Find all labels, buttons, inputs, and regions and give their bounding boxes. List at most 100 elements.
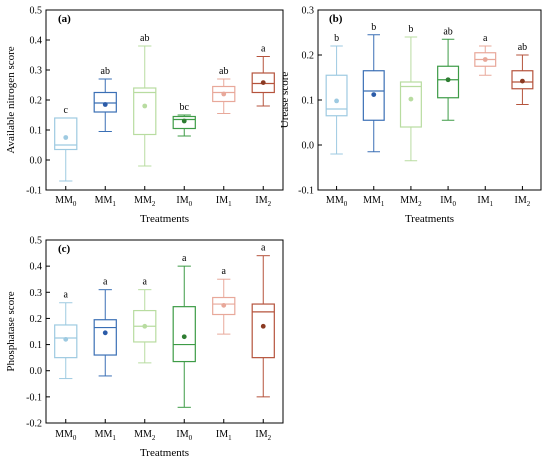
significance-letter: ab bbox=[140, 33, 149, 44]
panel-label: (c) bbox=[58, 243, 71, 255]
box-mm2: a bbox=[133, 277, 157, 364]
x-tick-label: MM2 bbox=[134, 195, 156, 208]
box-mm0: c bbox=[54, 105, 78, 182]
x-tick-label: MM0 bbox=[326, 195, 348, 208]
x-axis-title: Treatments bbox=[405, 213, 454, 225]
x-tick-label: IM0 bbox=[440, 195, 456, 208]
box-im0: a bbox=[172, 253, 196, 408]
y-tick-label: -0.1 bbox=[26, 186, 42, 197]
mean-point bbox=[181, 334, 187, 340]
y-tick-label: 0.2 bbox=[30, 96, 43, 107]
mean-point bbox=[482, 57, 488, 62]
box-im0: ab bbox=[437, 26, 460, 121]
y-axis-title: Phosphatase score bbox=[5, 291, 17, 371]
significance-letter: ab bbox=[101, 66, 110, 77]
y-tick-label: 0.3 bbox=[302, 6, 315, 17]
significance-letter: bc bbox=[180, 102, 190, 113]
box-mm0: b bbox=[325, 33, 348, 155]
significance-letter: b bbox=[334, 33, 339, 44]
y-tick-label: 0.2 bbox=[302, 51, 315, 62]
significance-letter: ab bbox=[443, 26, 452, 37]
panel-label: (b) bbox=[329, 13, 343, 25]
x-tick-label: IM1 bbox=[216, 195, 232, 208]
box-im1: ab bbox=[212, 66, 236, 114]
mean-point bbox=[221, 302, 227, 308]
y-axis-title: Urease score bbox=[279, 72, 291, 129]
y-axis-title: Available nitrogen score bbox=[5, 46, 17, 153]
iqr-box bbox=[93, 319, 117, 356]
mean-point bbox=[260, 80, 266, 85]
y-tick-label: 0.1 bbox=[30, 340, 43, 351]
significance-letter: a bbox=[261, 44, 266, 55]
x-tick-label: IM2 bbox=[255, 195, 271, 208]
significance-letter: b bbox=[371, 22, 376, 33]
x-tick-label: MM2 bbox=[134, 429, 156, 442]
mean-point bbox=[334, 98, 339, 104]
x-tick-label: MM0 bbox=[55, 429, 77, 442]
box-mm2: b bbox=[399, 24, 422, 162]
box-im1: a bbox=[474, 33, 497, 76]
y-tick-label: -0.1 bbox=[26, 392, 42, 403]
x-tick-label: IM2 bbox=[255, 429, 271, 442]
box-mm1: a bbox=[93, 277, 117, 377]
iqr-box bbox=[172, 306, 196, 363]
y-tick-label: -0.2 bbox=[26, 419, 42, 430]
panel-c: -0.2 -0.1 0.0 0.1 0.2 0.3 0.4 0.5 a a a a a a MM0 MM1 MM… bbox=[5, 236, 284, 459]
x-tick-label: MM1 bbox=[363, 195, 385, 208]
x-tick-label: IM0 bbox=[176, 429, 192, 442]
y-tick-label: 0.5 bbox=[30, 236, 43, 247]
x-tick-label: MM0 bbox=[55, 195, 77, 208]
y-tick-label: 0.1 bbox=[302, 96, 315, 107]
significance-letter: ab bbox=[518, 42, 527, 53]
y-tick-label: 0.0 bbox=[302, 141, 315, 152]
significance-letter: a bbox=[64, 290, 69, 301]
box-im0: bc bbox=[172, 102, 196, 137]
iqr-box bbox=[325, 74, 348, 117]
significance-letter: b bbox=[408, 24, 413, 35]
iqr-box bbox=[54, 117, 78, 151]
iqr-box bbox=[251, 303, 275, 359]
box-im2: a bbox=[251, 243, 275, 398]
box-im2: a bbox=[251, 44, 275, 107]
x-tick-label: IM2 bbox=[515, 195, 531, 208]
plot-frame bbox=[45, 9, 284, 191]
significance-letter: a bbox=[103, 277, 108, 288]
mean-point bbox=[260, 323, 266, 329]
x-tick-label: MM2 bbox=[400, 195, 422, 208]
box-mm1: b bbox=[362, 22, 385, 153]
panel-a: -0.1 0.0 0.1 0.2 0.3 0.4 0.5 c ab ab bc ab a MM0 MM1 MM… bbox=[5, 6, 284, 225]
significance-letter: a bbox=[261, 243, 266, 254]
x-tick-label: MM1 bbox=[95, 195, 117, 208]
significance-letter: a bbox=[483, 33, 488, 44]
y-tick-label: 0.2 bbox=[30, 314, 43, 325]
y-tick-label: 0.1 bbox=[30, 126, 43, 137]
mean-point bbox=[102, 330, 108, 336]
plot-frame bbox=[317, 9, 542, 191]
mean-point bbox=[520, 78, 525, 84]
y-tick-label: 0.4 bbox=[30, 262, 43, 273]
significance-letter: a bbox=[182, 253, 187, 264]
panel-b: -0.1 0.0 0.1 0.2 0.3 b b b ab a ab MM0 MM1 MM2 IM0 IM1 I… bbox=[279, 6, 542, 225]
mean-point bbox=[371, 92, 377, 97]
y-tick-label: 0.5 bbox=[30, 6, 43, 17]
x-tick-label: IM1 bbox=[216, 429, 232, 442]
x-axis-title: Treatments bbox=[140, 447, 189, 459]
panel-label: (a) bbox=[58, 13, 71, 25]
significance-letter: c bbox=[64, 105, 69, 116]
y-tick-label: 0.3 bbox=[30, 66, 43, 77]
box-mm1: ab bbox=[93, 66, 117, 132]
x-tick-label: MM1 bbox=[95, 429, 117, 442]
significance-letter: a bbox=[222, 266, 227, 277]
box-mm2: ab bbox=[133, 33, 157, 167]
mean-point bbox=[102, 102, 108, 107]
y-tick-label: 0.0 bbox=[30, 366, 43, 377]
mean-point bbox=[445, 77, 451, 83]
significance-letter: ab bbox=[219, 66, 228, 77]
mean-point bbox=[142, 103, 148, 109]
mean-point bbox=[221, 91, 227, 97]
box-im2: ab bbox=[511, 42, 534, 105]
y-tick-label: 0.4 bbox=[30, 36, 43, 47]
mean-point bbox=[408, 96, 414, 102]
plot-frame bbox=[45, 239, 284, 424]
